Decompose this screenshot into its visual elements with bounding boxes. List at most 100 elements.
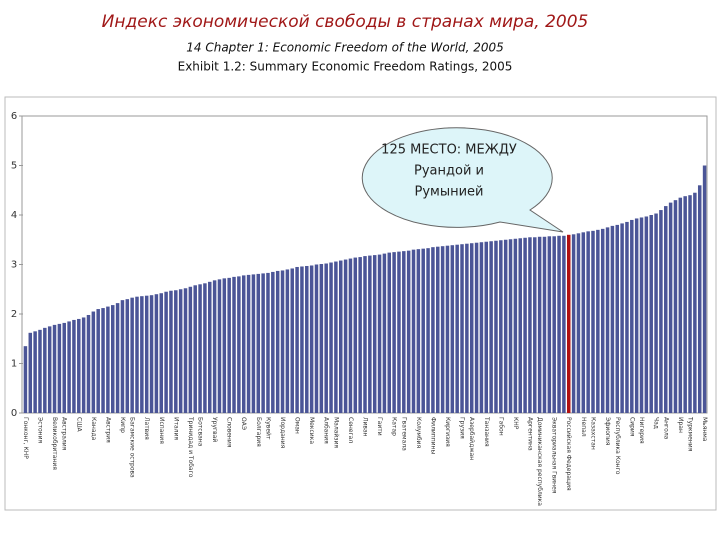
bar: [639, 217, 644, 413]
bar: [33, 331, 37, 413]
bar: [697, 185, 702, 413]
bar: [683, 196, 687, 413]
bar: [353, 257, 358, 413]
bar: [664, 206, 668, 413]
bar: [135, 296, 139, 413]
bar: [586, 231, 590, 413]
x-tick-label: Катар: [391, 417, 398, 436]
bar: [416, 249, 421, 413]
x-tick-label: Чад: [653, 417, 660, 429]
chart-frame: [4, 96, 717, 511]
x-tick-label: Оман: [294, 417, 301, 434]
bar: [693, 192, 697, 413]
bar: [251, 274, 256, 413]
x-tick-label: Албания: [323, 417, 330, 444]
bar: [479, 242, 484, 413]
x-tick-label: Грузия: [459, 417, 466, 439]
bar: [280, 270, 285, 413]
bar: [368, 255, 372, 413]
bar: [474, 242, 479, 413]
bar: [494, 240, 498, 413]
bar: [644, 216, 649, 413]
bar: [271, 271, 275, 413]
bar: [518, 238, 522, 413]
bar: [615, 224, 620, 413]
bar: [266, 272, 270, 413]
bar: [169, 290, 173, 413]
bar: [319, 264, 324, 413]
bar: [256, 273, 261, 413]
bar: [212, 280, 217, 413]
bar: [285, 269, 290, 413]
x-tick-label: Киргизия: [444, 417, 451, 447]
x-tick-label: Танзания: [483, 416, 490, 447]
bar: [503, 239, 508, 413]
bar: [324, 263, 328, 413]
x-tick-label: Аргентина: [526, 417, 533, 451]
bar: [377, 254, 382, 413]
chart-subtitle: 14 Chapter 1: Economic Freedom of the Wo…: [186, 41, 503, 55]
y-tick-label: 3: [11, 260, 17, 271]
bar: [174, 290, 178, 413]
bar: [630, 219, 634, 413]
x-tick-label: Гватемала: [400, 417, 407, 451]
bar: [363, 256, 367, 413]
bar: [232, 276, 236, 413]
y-tick-label: 4: [11, 210, 17, 221]
x-tick-label: Иордания: [279, 417, 286, 449]
x-tick-label: Гаити: [376, 417, 383, 436]
x-tick-label: Словения: [226, 417, 233, 448]
bar: [397, 251, 401, 413]
bar: [600, 228, 605, 413]
x-tick-label: Эстония: [36, 417, 43, 443]
bar: [125, 299, 130, 413]
x-tick-label: Болгария: [255, 417, 262, 447]
x-tick-label: Республика Конго: [614, 417, 621, 475]
x-tick-label: Гонконг, КНР: [22, 417, 29, 459]
annotation: 125 МЕСТО: МЕЖДУ: [381, 143, 517, 158]
bar: [620, 223, 624, 413]
bar: [668, 202, 673, 413]
x-tick-label: Италия: [172, 417, 179, 440]
x-tick-label: Казахстан: [590, 417, 597, 450]
bar: [130, 297, 134, 413]
bar: [421, 248, 425, 413]
bar: [115, 303, 120, 413]
bar: [178, 289, 183, 413]
x-tick-label: Испания: [158, 417, 165, 444]
bar: [101, 308, 105, 413]
bar: [120, 300, 125, 413]
bar: [77, 318, 81, 413]
x-tick-label: Экваториальная Гвинея: [551, 417, 558, 494]
bar: [455, 244, 459, 413]
y-tick-label: 5: [11, 161, 17, 172]
bar: [164, 291, 168, 413]
bar: [634, 218, 639, 413]
bar: [198, 284, 202, 413]
bar: [610, 225, 615, 413]
x-tick-label: ОАЭ: [240, 417, 247, 430]
bar: [659, 210, 663, 413]
bar: [688, 195, 692, 413]
x-tick-label: Сирия: [628, 417, 635, 437]
bar: [557, 235, 561, 413]
bar: [372, 255, 377, 413]
bar: [290, 268, 294, 413]
bar: [678, 197, 683, 413]
bar: [52, 324, 57, 413]
x-tick-label: Австралия: [61, 417, 68, 451]
bar: [188, 286, 193, 413]
bar: [523, 237, 527, 413]
bar: [261, 273, 265, 413]
bar: [654, 213, 658, 413]
annotation: Румынией: [415, 185, 484, 200]
bar: [110, 305, 115, 413]
bar: [67, 321, 71, 413]
bar: [552, 236, 556, 413]
x-tick-label: Колумбия: [415, 417, 422, 448]
bar: [203, 283, 207, 413]
bar: [43, 327, 47, 413]
bar: [222, 278, 227, 413]
bar: [571, 234, 576, 413]
